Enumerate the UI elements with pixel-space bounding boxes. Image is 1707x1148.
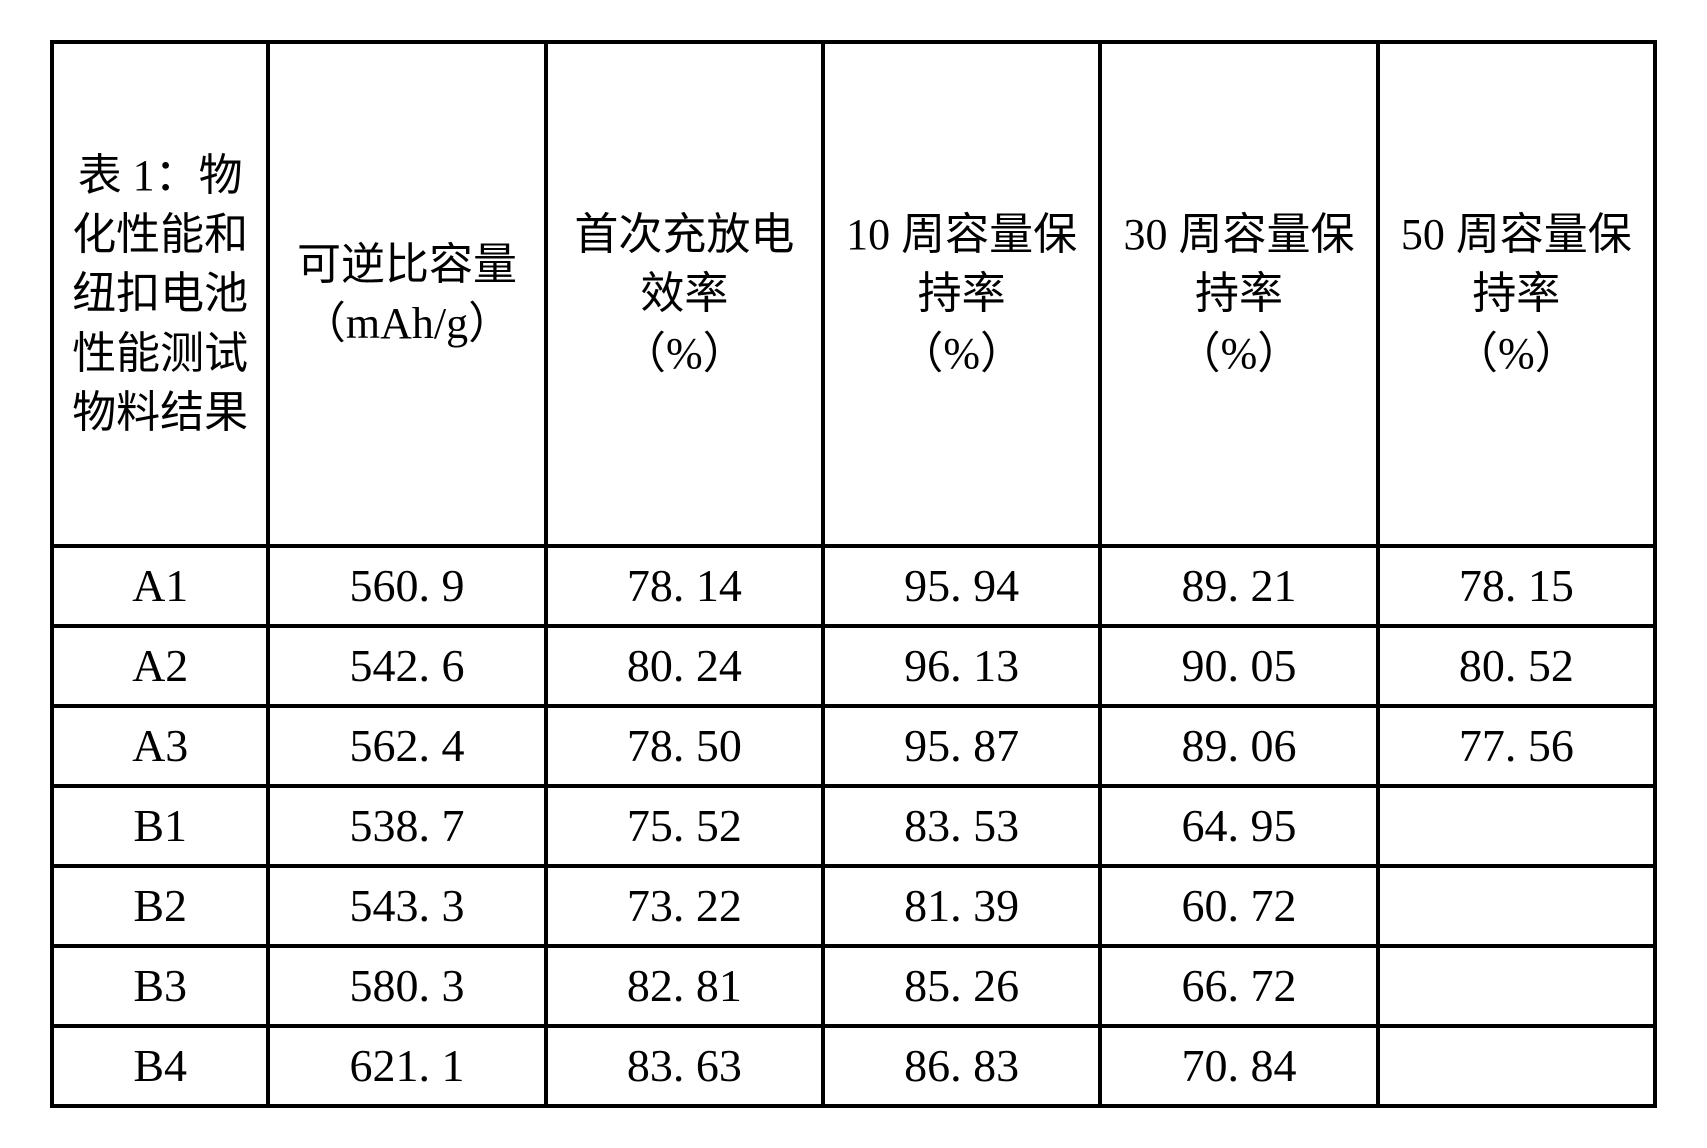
cell: 80. 52 xyxy=(1378,626,1655,706)
col-header-0: 表 1：物化性能和纽扣电池性能测试物料结果 xyxy=(52,42,268,546)
cell: B1 xyxy=(52,786,268,866)
col-header-0-text: 表 1：物化性能和纽扣电池性能测试物料结果 xyxy=(54,146,266,443)
col-header-1: 可逆比容量（mAh/g） xyxy=(268,42,545,546)
table-body: A1 560. 9 78. 14 95. 94 89. 21 78. 15 A2… xyxy=(52,546,1655,1106)
table-row: B2 543. 3 73. 22 81. 39 60. 72 xyxy=(52,866,1655,946)
cell: 78. 50 xyxy=(546,706,823,786)
table-row: B1 538. 7 75. 52 83. 53 64. 95 xyxy=(52,786,1655,866)
cell: B4 xyxy=(52,1026,268,1106)
cell: 562. 4 xyxy=(268,706,545,786)
cell xyxy=(1378,946,1655,1026)
cell: 82. 81 xyxy=(546,946,823,1026)
cell: 78. 15 xyxy=(1378,546,1655,626)
cell: 538. 7 xyxy=(268,786,545,866)
table-row: B4 621. 1 83. 63 86. 83 70. 84 xyxy=(52,1026,1655,1106)
cell: 86. 83 xyxy=(823,1026,1100,1106)
cell: B3 xyxy=(52,946,268,1026)
cell: 64. 95 xyxy=(1100,786,1377,866)
cell: 580. 3 xyxy=(268,946,545,1026)
cell: 89. 06 xyxy=(1100,706,1377,786)
cell: A3 xyxy=(52,706,268,786)
col-header-2: 首次充放电效率（%） xyxy=(546,42,823,546)
cell: 621. 1 xyxy=(268,1026,545,1106)
col-header-5: 50 周容量保持率（%） xyxy=(1378,42,1655,546)
table-head: 表 1：物化性能和纽扣电池性能测试物料结果 可逆比容量（mAh/g） 首次充放电… xyxy=(52,42,1655,546)
cell: 85. 26 xyxy=(823,946,1100,1026)
cell: 543. 3 xyxy=(268,866,545,946)
cell: 77. 56 xyxy=(1378,706,1655,786)
table-row: A1 560. 9 78. 14 95. 94 89. 21 78. 15 xyxy=(52,546,1655,626)
col-header-3-text: 10 周容量保持率（%） xyxy=(825,205,1098,383)
cell: 89. 21 xyxy=(1100,546,1377,626)
cell: 83. 63 xyxy=(546,1026,823,1106)
col-header-2-text: 首次充放电效率（%） xyxy=(548,205,821,383)
cell: A1 xyxy=(52,546,268,626)
cell: 95. 87 xyxy=(823,706,1100,786)
cell: 60. 72 xyxy=(1100,866,1377,946)
cell: 81. 39 xyxy=(823,866,1100,946)
table-wrap: 表 1：物化性能和纽扣电池性能测试物料结果 可逆比容量（mAh/g） 首次充放电… xyxy=(0,0,1707,1148)
cell: 70. 84 xyxy=(1100,1026,1377,1106)
table-row: A3 562. 4 78. 50 95. 87 89. 06 77. 56 xyxy=(52,706,1655,786)
cell: B2 xyxy=(52,866,268,946)
cell xyxy=(1378,786,1655,866)
cell: 75. 52 xyxy=(546,786,823,866)
col-header-5-text: 50 周容量保持率（%） xyxy=(1380,205,1653,383)
cell xyxy=(1378,1026,1655,1106)
cell: 80. 24 xyxy=(546,626,823,706)
table-row: B3 580. 3 82. 81 85. 26 66. 72 xyxy=(52,946,1655,1026)
header-row: 表 1：物化性能和纽扣电池性能测试物料结果 可逆比容量（mAh/g） 首次充放电… xyxy=(52,42,1655,546)
cell: 66. 72 xyxy=(1100,946,1377,1026)
col-header-1-text: 可逆比容量（mAh/g） xyxy=(291,235,523,354)
cell: 73. 22 xyxy=(546,866,823,946)
cell: 560. 9 xyxy=(268,546,545,626)
data-table: 表 1：物化性能和纽扣电池性能测试物料结果 可逆比容量（mAh/g） 首次充放电… xyxy=(50,40,1657,1108)
cell: 90. 05 xyxy=(1100,626,1377,706)
cell: 96. 13 xyxy=(823,626,1100,706)
cell xyxy=(1378,866,1655,946)
cell: 83. 53 xyxy=(823,786,1100,866)
cell: 78. 14 xyxy=(546,546,823,626)
cell: 95. 94 xyxy=(823,546,1100,626)
cell: A2 xyxy=(52,626,268,706)
col-header-3: 10 周容量保持率（%） xyxy=(823,42,1100,546)
cell: 542. 6 xyxy=(268,626,545,706)
table-row: A2 542. 6 80. 24 96. 13 90. 05 80. 52 xyxy=(52,626,1655,706)
col-header-4: 30 周容量保持率（%） xyxy=(1100,42,1377,546)
col-header-4-text: 30 周容量保持率（%） xyxy=(1102,205,1375,383)
